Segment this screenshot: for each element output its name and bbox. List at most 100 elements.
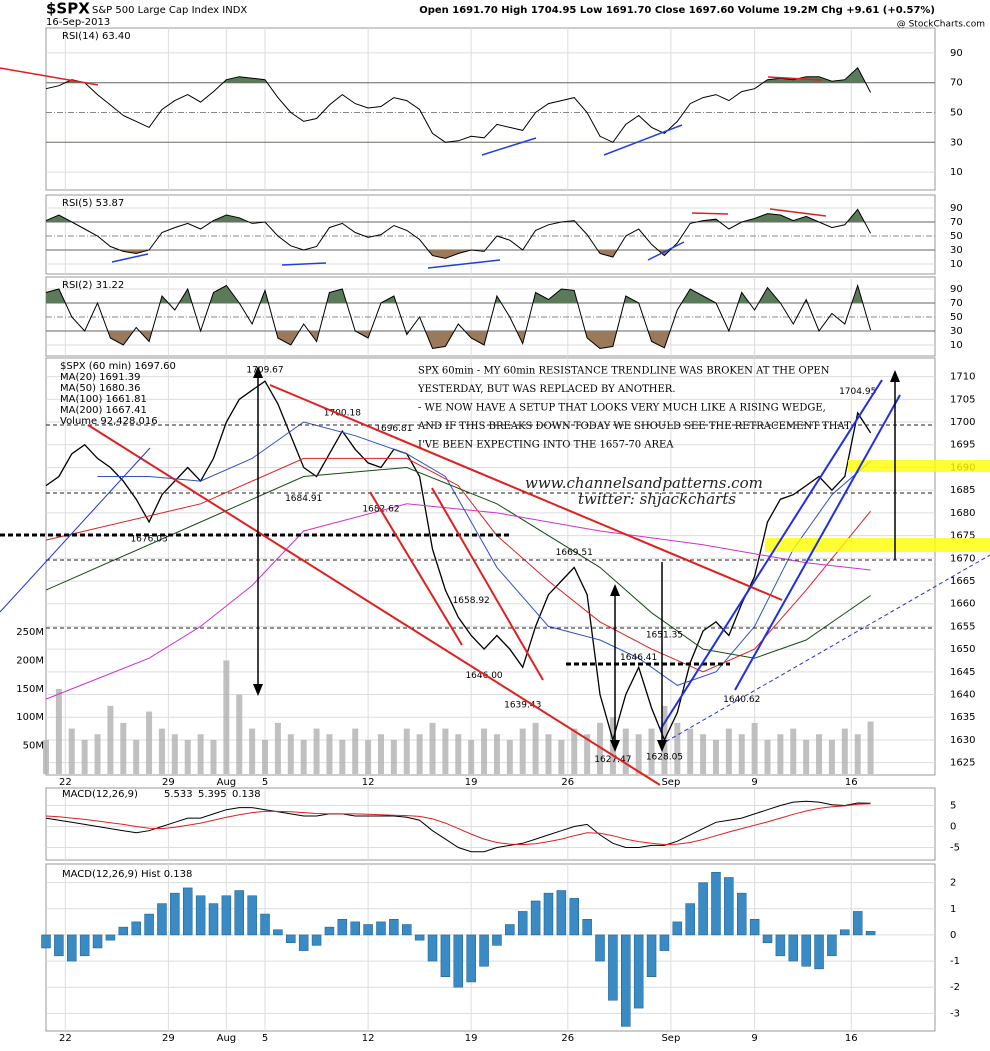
volume-bar — [197, 734, 204, 774]
note: - WE NOW HAVE A SETUP THAT LOOKS VERY MU… — [418, 403, 826, 414]
hist-bar — [633, 934, 644, 1009]
hist-bar — [67, 934, 77, 962]
y-tick-label: 70 — [950, 217, 963, 228]
volume-bar — [712, 739, 719, 774]
trendline — [431, 487, 544, 681]
x-tick-label: 5 — [262, 777, 268, 788]
y-tick-label: 1685 — [950, 485, 975, 496]
x-tick-label: 16 — [845, 777, 858, 788]
volume-tick-label: 150M — [16, 684, 44, 695]
hist-bar — [298, 934, 309, 951]
volume-bar — [403, 728, 410, 774]
hist-bar — [736, 892, 747, 936]
volume-bar — [43, 739, 49, 774]
hist-bar — [814, 934, 824, 970]
hist-bar — [711, 871, 721, 936]
trendline — [603, 124, 683, 156]
volume-bar — [339, 739, 346, 774]
volume-bar — [94, 734, 101, 774]
legend-entry: MA(50) 1680.36 — [60, 383, 141, 394]
price-label: 1627.47 — [594, 755, 631, 765]
trendline — [647, 241, 685, 261]
volume-bar — [532, 722, 539, 774]
y-tick-label: 1665 — [950, 576, 975, 587]
volume-bar — [854, 734, 861, 774]
rsi-line — [45, 208, 872, 259]
hist-bar — [247, 895, 257, 936]
hist-bar — [517, 911, 528, 936]
hist-bar — [440, 934, 451, 977]
volume-bar — [790, 728, 797, 774]
x-tick-label: 29 — [162, 777, 175, 788]
trendline — [659, 554, 990, 746]
volume-bar — [146, 711, 153, 774]
hist-bar — [698, 882, 708, 936]
hist-bar — [621, 934, 631, 1027]
volume-bar — [107, 705, 114, 774]
hist-bar — [505, 924, 515, 936]
y-tick-label: 50 — [950, 312, 963, 323]
hist-bar — [852, 911, 863, 936]
volume-bar — [751, 722, 758, 774]
y-tick-label: 30 — [950, 326, 963, 337]
hist-bar — [414, 934, 425, 941]
hist-bar — [234, 890, 245, 936]
y-tick-label: 1 — [950, 904, 956, 915]
volume-bar — [390, 739, 397, 774]
price-label: 1658.92 — [453, 596, 490, 606]
hist-bar — [376, 921, 386, 936]
x-tick-label: Sep — [661, 777, 680, 788]
x-tick-label: 26 — [561, 1033, 574, 1044]
trendline — [767, 76, 823, 81]
trendline — [0, 67, 99, 86]
hist-bar — [569, 898, 579, 936]
panel — [45, 27, 936, 191]
price-label: 1646.00 — [465, 671, 502, 681]
y-tick-label: 1660 — [950, 599, 975, 610]
trendline — [691, 212, 729, 215]
volume-bar — [841, 728, 848, 774]
hist-bar — [221, 895, 232, 936]
volume-bar — [262, 739, 269, 774]
y-tick-label: 1700 — [950, 417, 975, 428]
y-tick-label: 1645 — [950, 667, 975, 678]
price-label: 1684.91 — [285, 494, 322, 504]
legend-entry: Volume 92,428,016 — [60, 416, 158, 427]
hist-bar — [466, 934, 476, 983]
volume-bar — [133, 739, 140, 774]
panel-title: MACD(12,26,9) — [62, 789, 138, 800]
x-tick-label: 29 — [162, 1033, 175, 1044]
y-tick-label: 50 — [950, 231, 963, 242]
volume-bar — [738, 734, 745, 774]
price-label: 1676.03 — [130, 534, 167, 544]
y-tick-label: 10 — [950, 259, 963, 270]
y-tick-label: -3 — [950, 1008, 960, 1019]
y-tick-label: 30 — [950, 137, 963, 148]
volume-bar — [764, 739, 771, 774]
panel-title: RSI(2) 31.22 — [62, 280, 124, 291]
volume-bar — [365, 739, 372, 774]
hist-bar — [685, 903, 695, 936]
hist-bar — [118, 926, 129, 936]
y-tick-label: 1705 — [950, 394, 975, 405]
hist-bar — [479, 934, 489, 967]
y-tick-label: 90 — [950, 48, 963, 59]
volume-bar — [558, 739, 565, 774]
index-name: S&P 500 Large Cap Index INDX — [92, 5, 247, 16]
watermark: twitter: shjackcharts — [578, 490, 736, 508]
price-label: 1628.05 — [646, 752, 683, 762]
hist-bar — [492, 934, 502, 946]
overbought-fill — [65, 67, 866, 83]
hist-bar — [105, 934, 116, 941]
volume-bar — [120, 722, 127, 774]
hist-bar — [195, 895, 206, 936]
y-tick-label: 0 — [950, 822, 956, 833]
y-tick-label: 90 — [950, 284, 963, 295]
y-tick-label: 1640 — [950, 690, 975, 701]
x-tick-label: 19 — [465, 1033, 478, 1044]
y-tick-label: 1655 — [950, 621, 975, 632]
hist-bar — [646, 934, 657, 977]
y-tick-label: 10 — [950, 167, 963, 178]
hist-bar — [350, 921, 360, 936]
volume-bar — [352, 728, 359, 774]
